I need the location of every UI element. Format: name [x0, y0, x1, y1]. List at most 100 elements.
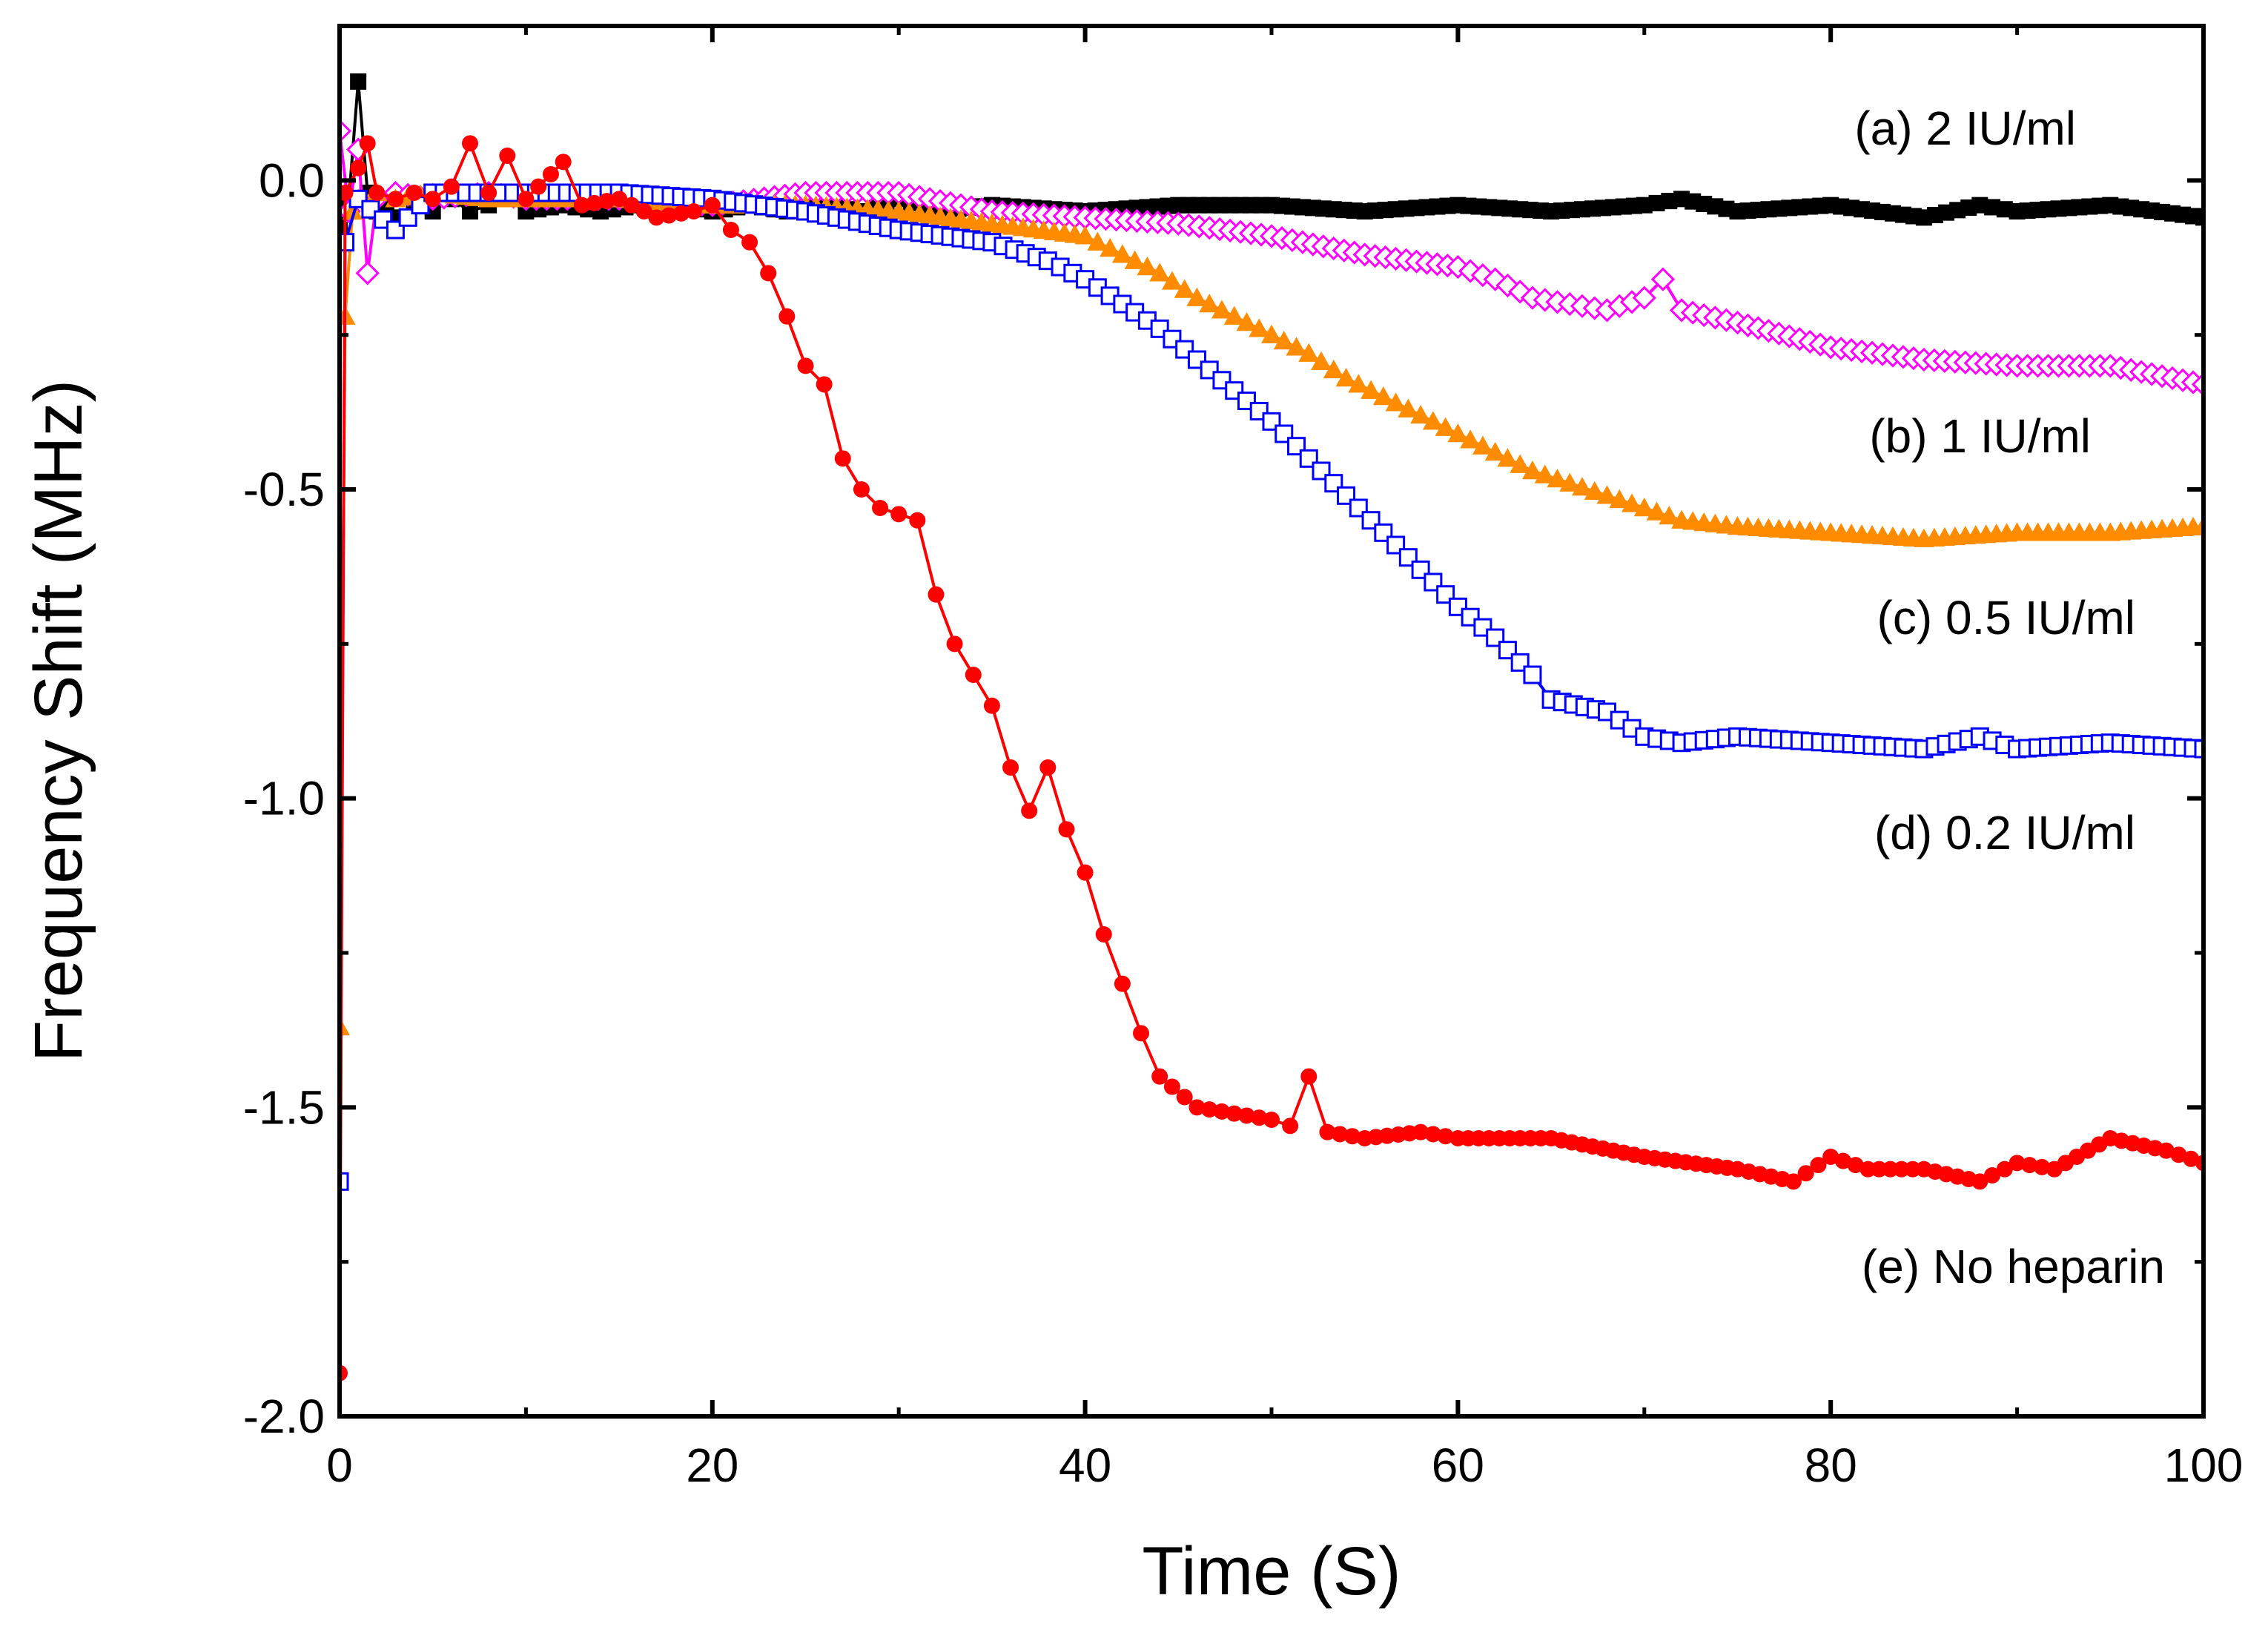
data-point: [1372, 386, 1394, 406]
data-point: [1871, 1161, 1888, 1178]
data-point: [1343, 1128, 1361, 1145]
data-point: [816, 376, 833, 393]
data-point: [480, 185, 497, 201]
data-point: [1087, 231, 1108, 251]
data-point: [1021, 802, 1038, 819]
data-point: [1547, 469, 1568, 488]
data-point: [350, 159, 367, 176]
data-point: [1213, 1103, 1230, 1120]
data-point: [1996, 1161, 2013, 1178]
data-point: [1424, 1126, 1441, 1143]
data-point: [946, 636, 963, 653]
data-point: [1236, 312, 1257, 331]
data-point: [1834, 1152, 1851, 1169]
data-point: [424, 191, 441, 208]
data-point: [1621, 493, 1643, 512]
data-point: [1996, 201, 2013, 218]
data-point: [1332, 1126, 1349, 1143]
data-point: [1437, 1128, 1454, 1145]
data-point: [2194, 739, 2203, 759]
data-point: [2021, 1157, 2038, 1174]
data-point: [1176, 1089, 1193, 1106]
data-point: [890, 506, 907, 523]
y-tick-label: -0.5: [243, 463, 325, 516]
data-point: [1447, 423, 1469, 443]
data-point: [1282, 1118, 1299, 1135]
data-point: [672, 205, 690, 222]
y-axis-title: Frequency Shift (MHz): [21, 380, 96, 1062]
data-point: [461, 203, 478, 219]
data-point: [1659, 506, 1680, 525]
data-point: [2170, 1146, 2187, 1163]
data-point: [1412, 1123, 1429, 1140]
data-point: [340, 185, 354, 201]
data-point: [1472, 435, 1493, 455]
x-tick-label: 20: [686, 1439, 738, 1492]
data-point: [1984, 1167, 2001, 1184]
data-point: [661, 207, 678, 224]
data-point: [834, 450, 851, 467]
data-point: [1311, 351, 1332, 370]
data-point: [2183, 1150, 2200, 1167]
data-point: [1609, 489, 1630, 509]
data-point: [1335, 368, 1357, 387]
data-point: [586, 194, 603, 211]
data-point: [1039, 759, 1057, 776]
data-point: [1893, 1161, 1910, 1178]
y-tick-label: -2.0: [243, 1390, 325, 1443]
data-point: [461, 135, 478, 152]
data-point: [872, 500, 889, 516]
data-point: [573, 197, 590, 214]
data-point: [1273, 331, 1295, 350]
data-point: [555, 153, 572, 171]
data-point: [704, 197, 721, 214]
data-point: [1348, 374, 1369, 393]
data-point: [1124, 250, 1145, 269]
data-point: [2034, 1158, 2051, 1175]
data-point: [2195, 209, 2203, 226]
series-label: (c) 0.5 IU/ml: [1877, 591, 2135, 644]
data-point: [965, 667, 982, 683]
data-point: [853, 481, 870, 498]
data-point: [741, 234, 758, 251]
data-point: [1822, 1149, 1839, 1165]
data-point: [350, 73, 367, 90]
data-point: [1137, 257, 1158, 276]
series-label: (e) No heparin: [1862, 1240, 2165, 1293]
series-4: [340, 135, 2203, 1381]
data-point: [1785, 1173, 1802, 1190]
data-point: [1460, 429, 1481, 449]
y-tick-label: -1.0: [243, 772, 325, 825]
x-axis-title: Time (S): [1142, 1534, 1401, 1609]
data-point: [342, 201, 363, 220]
data-point: [1238, 1107, 1255, 1124]
data-point: [1263, 1112, 1280, 1128]
series-label: (a) 2 IU/ml: [1854, 102, 2076, 155]
data-point: [648, 209, 665, 226]
data-point: [1510, 454, 1531, 473]
data-point: [635, 203, 652, 219]
data-point: [1319, 1123, 1336, 1140]
data-point: [1632, 285, 1656, 310]
data-point: [1249, 318, 1270, 337]
data-point: [1133, 1025, 1150, 1042]
data-point: [387, 191, 404, 208]
data-point: [797, 357, 814, 374]
data-point: [1163, 1078, 1180, 1095]
data-point: [1422, 411, 1444, 430]
data-point: [530, 178, 547, 195]
data-point: [928, 586, 945, 603]
data-point: [542, 166, 559, 182]
series-label: (b) 1 IU/ml: [1869, 409, 2091, 463]
data-point: [340, 119, 352, 143]
data-point: [611, 191, 628, 208]
data-point: [1002, 759, 1019, 776]
data-point: [1882, 1161, 1899, 1178]
data-point: [1261, 324, 1282, 343]
data-point: [1971, 1173, 1988, 1190]
data-point: [1484, 442, 1506, 461]
data-point: [1100, 238, 1121, 257]
x-tick-label: 60: [1432, 1439, 1484, 1492]
data-point: [1584, 481, 1605, 500]
